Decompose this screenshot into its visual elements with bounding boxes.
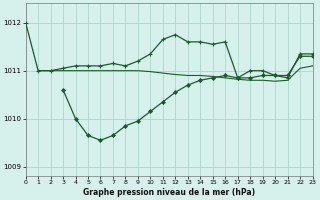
X-axis label: Graphe pression niveau de la mer (hPa): Graphe pression niveau de la mer (hPa) [83,188,255,197]
